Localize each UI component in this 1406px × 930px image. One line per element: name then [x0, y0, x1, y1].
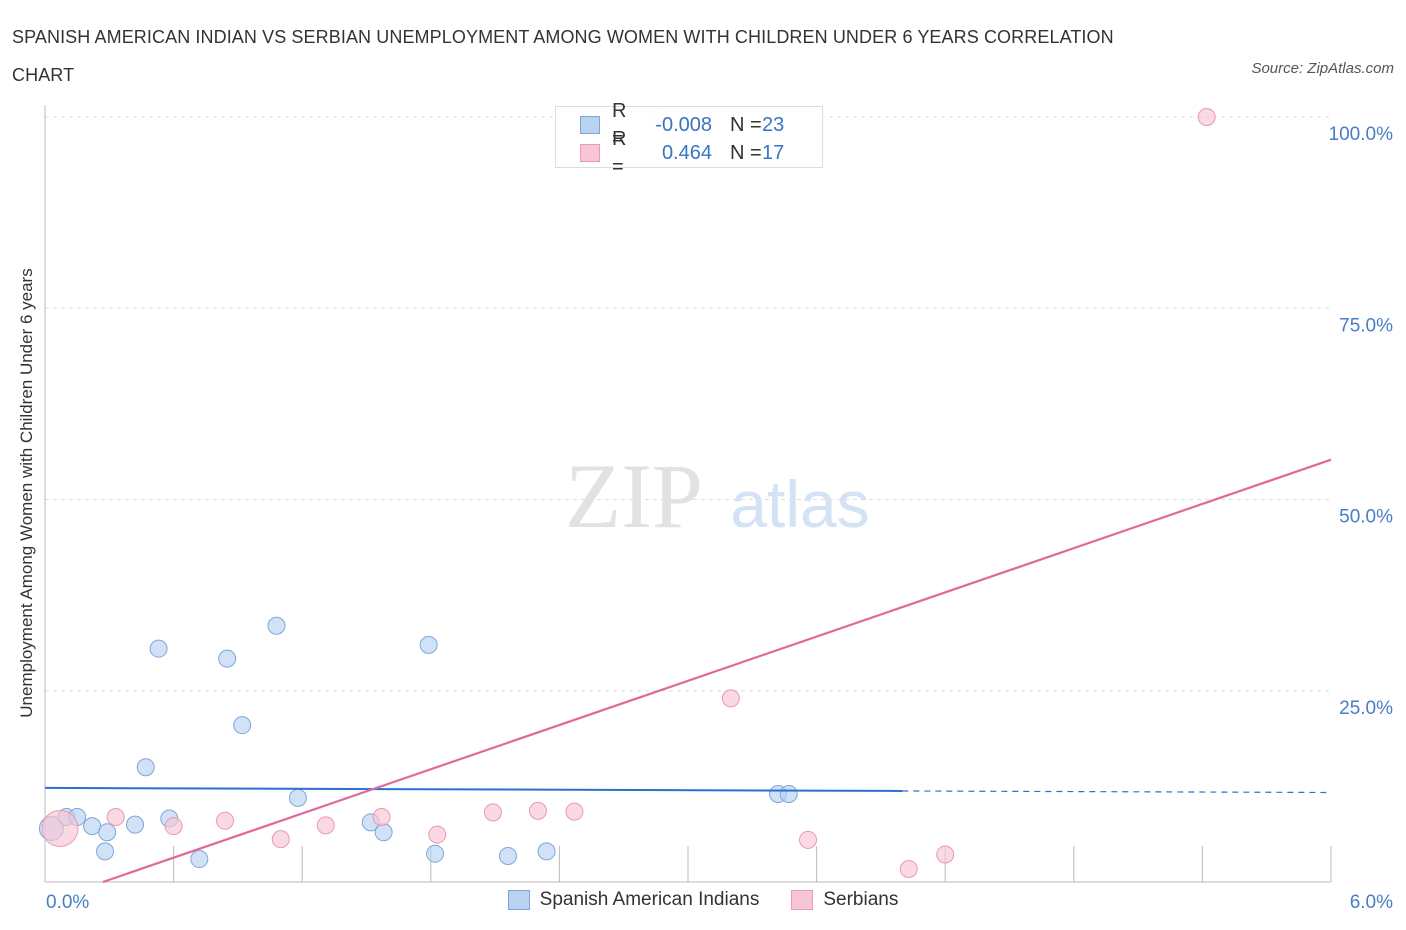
watermark: ZIP atlas [565, 445, 870, 547]
source-label: Source: ZipAtlas.com [1251, 60, 1394, 77]
serbian-point [899, 859, 918, 878]
serbian-point [271, 830, 290, 849]
stats-row-spanish-american-indians: R = -0.008 N = 23 [580, 100, 785, 150]
serbian-point [936, 845, 955, 864]
grid-lines [45, 116, 1331, 692]
serbian-point [1197, 108, 1216, 126]
serbian-point [106, 807, 125, 826]
r-value: -0.008 [655, 114, 712, 136]
blue-trend-line [44, 786, 903, 792]
spanish-american-indian-point [288, 788, 307, 807]
axes [44, 105, 1332, 883]
spanish-american-indian-point [233, 716, 252, 735]
y-tick-label: 25.0% [1339, 698, 1393, 719]
spanish-american-indian-point [218, 649, 237, 668]
blue-trend-line-extension [902, 790, 1332, 794]
serbian-point [316, 816, 335, 835]
trend-lines [44, 458, 1332, 884]
legend-item-spanish-american-indians[interactable]: Spanish American Indians [507, 889, 760, 911]
spanish-american-indian-point [190, 850, 209, 869]
stats-legend: R = -0.008 N = 23 R = 0.464 N = 17 [555, 100, 823, 178]
spanish-american-indian-point [98, 823, 117, 842]
series-legend: Spanish American Indians Serbians [0, 889, 1406, 911]
spanish-american-indian-point [779, 785, 798, 804]
serbian-point [799, 830, 818, 849]
spanish-american-indian-point [136, 758, 155, 777]
serbian-point [41, 809, 79, 847]
legend-label: Spanish American Indians [539, 889, 760, 910]
x-tick-label-max: 6.0% [1350, 892, 1393, 913]
serbian-point [216, 811, 235, 830]
serbian-point [372, 807, 391, 826]
blue-swatch [580, 116, 600, 134]
pink-swatch [791, 890, 814, 910]
y-tick-label: 75.0% [1339, 315, 1393, 336]
serbian-point [428, 825, 447, 844]
spanish-american-indian-point [96, 842, 115, 861]
serbian-point [164, 817, 183, 836]
spanish-american-indian-point [126, 815, 145, 834]
legend-item-serbians[interactable]: Serbians [791, 889, 898, 911]
spanish-american-indian-point [374, 823, 393, 842]
spanish-american-indian-point [149, 639, 168, 658]
serbian-point [721, 689, 740, 708]
pink-swatch [580, 144, 600, 162]
r-value: 0.464 [661, 142, 712, 164]
spanish-american-indian-point [498, 846, 517, 865]
spanish-american-indian-point [267, 616, 286, 635]
legend-label: Serbians [823, 889, 899, 910]
n-value: 17 [762, 142, 785, 164]
blue-swatch [507, 890, 530, 910]
spanish-american-indian-point [426, 844, 445, 863]
tick-labels: 25.0% 50.0% 75.0% 100.0% 0.0% 6.0% [46, 124, 1393, 913]
y-tick-label: 100.0% [1329, 124, 1394, 145]
r-label: R = [612, 128, 627, 178]
spanish-american-indian-point [537, 842, 556, 861]
n-label: N = [730, 142, 762, 164]
serbian-point [483, 803, 502, 822]
data-points [38, 108, 1216, 878]
pink-trend-line [102, 458, 1332, 884]
serbian-point [528, 801, 547, 820]
chart-title: SPANISH AMERICAN INDIAN VS SERBIAN UNEMP… [12, 27, 1114, 85]
r-label: R = [612, 100, 627, 150]
x-tick-label-min: 0.0% [46, 892, 89, 913]
spanish-american-indian-point [83, 817, 102, 836]
watermark-atlas: atlas [730, 467, 869, 541]
n-label: N = [730, 114, 762, 136]
y-tick-label: 50.0% [1339, 507, 1393, 528]
stats-row-serbians: R = 0.464 N = 17 [580, 128, 785, 178]
n-value: 23 [762, 114, 785, 136]
serbian-point [565, 802, 584, 821]
watermark-zip: ZIP [565, 445, 703, 547]
spanish-american-indian-point [419, 635, 438, 654]
